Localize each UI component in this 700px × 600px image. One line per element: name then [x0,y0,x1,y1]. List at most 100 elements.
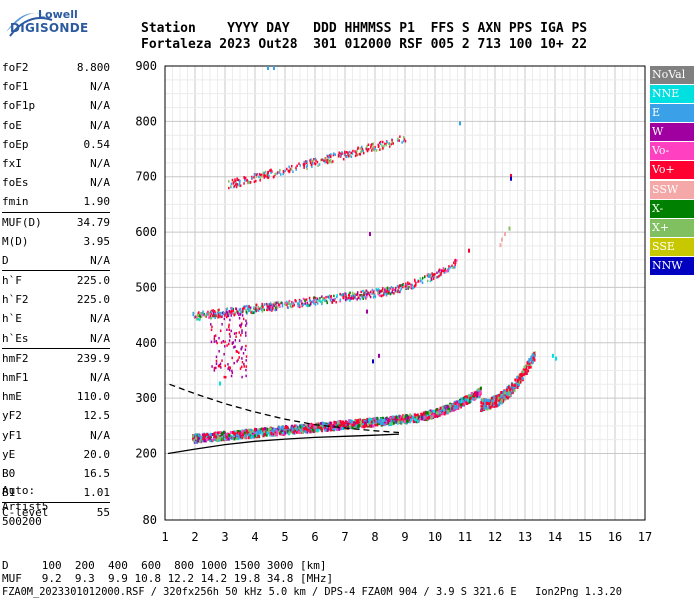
echo-point [302,297,305,301]
echo-point [417,416,420,420]
echo-point [513,389,516,393]
echo-point [256,172,259,176]
echo-point [343,293,346,297]
echo-point [291,427,294,431]
echo-point [244,331,247,334]
echo-point [465,401,468,405]
echo-point [481,405,484,409]
echo-point [502,391,505,395]
echo-point [444,269,446,272]
echo-point [274,172,277,176]
param-value: 239.9 [76,351,110,365]
echo-point [252,430,255,434]
echo-point [369,424,372,428]
echo-point [345,150,348,154]
echo-point [225,312,227,316]
header-values: Fortaleza 2023 Out28 301 012000 RSF 005 … [141,37,588,52]
echo-point [270,171,272,174]
echo-point [420,412,423,416]
echo-point [329,421,332,425]
param-value: N/A [90,176,110,190]
echo-point [206,438,209,442]
echo-point [391,138,393,142]
echo-point [437,275,439,279]
echo-point [207,310,209,314]
param-label: foF1 [2,80,29,94]
echo-point [272,427,275,431]
echo-point [468,248,470,253]
echo-point [325,425,328,429]
echo-point [332,160,334,163]
echo-point [208,436,211,440]
echo-point [218,435,221,439]
echo-point [298,300,301,303]
echo-point [233,437,236,441]
echo-point [329,299,332,302]
legend-item-x: X- [650,199,694,218]
x-tick-label: 9 [401,530,408,544]
echo-point [393,292,395,295]
legend-item-vo: Vo- [650,142,694,161]
echo-point [361,425,364,429]
echo-point [405,286,408,290]
echo-point [292,430,295,434]
echo-point [313,302,315,305]
echo-point [227,363,229,366]
echo-point [356,293,359,296]
echo-point [237,358,239,362]
echo-point [359,153,362,156]
echo-point [314,162,316,165]
echo-point [314,425,317,429]
echo-point [513,383,516,387]
echo-point [412,418,415,422]
echo-point [379,142,382,146]
echo-point [229,335,231,338]
echo-point [388,421,391,425]
echo-point [366,144,368,148]
echo-point [225,310,228,314]
legend-item-w: W [650,123,694,142]
param-value: N/A [90,80,110,94]
echo-point [210,317,212,320]
echo-point [404,415,407,419]
profile-extrapolation-dashed [169,383,400,434]
echo-point [294,426,297,430]
echo-point [365,289,367,292]
echo-point [457,400,460,404]
echo-point [226,328,228,332]
echo-point [415,416,418,420]
echo-point [274,308,277,312]
echo-point [508,393,511,397]
echo-point [399,284,402,287]
echo-point [435,276,438,279]
echo-point [449,403,452,407]
param-row-fxi: fxI N/A [2,154,110,173]
echo-point [245,324,247,327]
echo-point [241,329,243,332]
echo-point [239,324,241,327]
echo-point [300,429,303,433]
echo-point [505,388,508,392]
echo-point [236,310,238,313]
echo-point [299,425,302,429]
echo-point [383,144,385,148]
echo-point [287,169,290,173]
echo-point [247,436,250,440]
param-label: yF1 [2,428,22,442]
echo-point [504,391,507,395]
logo-lowell-text: Lowell [38,8,78,21]
echo-point [430,276,432,279]
echo-point [228,332,231,336]
echo-point [262,434,265,438]
echo-point [238,351,240,355]
echo-point [429,409,432,413]
echo-point [519,373,522,377]
echo-point [452,406,455,410]
echo-point [434,272,436,276]
echo-point [247,307,250,310]
echo-point [304,302,307,305]
echo-point [528,358,531,362]
echo-point [239,179,241,183]
echo-point [238,316,241,320]
echo-point [348,155,350,158]
